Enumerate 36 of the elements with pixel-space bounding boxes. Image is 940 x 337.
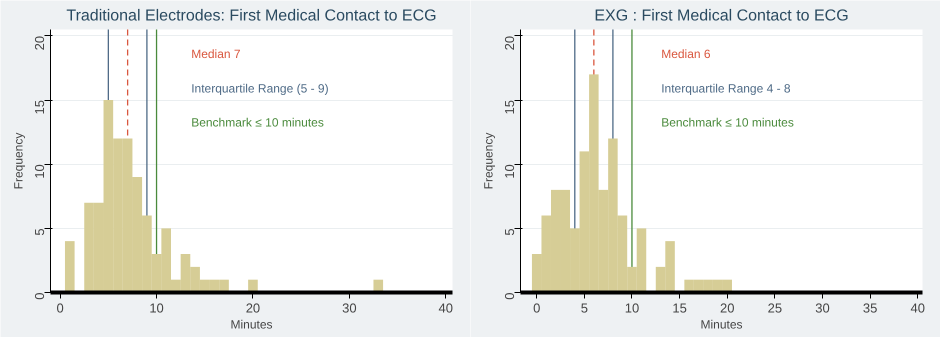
chart-title: Traditional Electrodes: First Medical Contact to ECG (66, 8, 437, 24)
x-tick-label: 20 (720, 300, 734, 316)
y-tick-label: 0 (32, 292, 47, 300)
y-tick-label: 5 (32, 228, 47, 236)
y-axis-title: Frequency (482, 132, 496, 190)
x-tick-label: 10 (624, 300, 640, 316)
annotation: Interquartile Range (5 - 9) (191, 81, 329, 96)
y-tick-label: 20 (502, 36, 517, 50)
y-tick-label: 15 (502, 100, 517, 115)
x-axis-title: Minutes (700, 318, 743, 332)
x-tick-label: 40 (438, 300, 453, 316)
annotation: Median 7 (191, 47, 241, 62)
x-tick-label: 25 (768, 300, 782, 316)
y-axis-title: Frequency (12, 132, 26, 190)
x-tick-label: 15 (672, 300, 687, 316)
x-tick-label: 30 (815, 300, 830, 316)
chart-title: EXG : First Medical Contact to ECG (594, 8, 849, 24)
y-tick-label: 15 (32, 100, 47, 115)
x-tick-label: 30 (342, 300, 357, 316)
x-tick-label: 0 (533, 300, 540, 316)
x-tick-label: 20 (246, 300, 260, 316)
annotation: Interquartile Range 4 - 8 (661, 81, 791, 96)
y-tick-label: 10 (502, 164, 517, 179)
y-tick-label: 0 (502, 292, 517, 300)
annotation: Benchmark ≤ 10 minutes (191, 115, 324, 130)
y-tick-label: 5 (502, 228, 517, 236)
annotation: Median 6 (661, 47, 711, 62)
y-tick-label: 10 (32, 164, 47, 179)
x-tick-label: 35 (862, 300, 878, 316)
x-tick-label: 0 (56, 300, 64, 316)
x-tick-label: 10 (149, 300, 164, 316)
x-axis-title: Minutes (230, 318, 273, 332)
annotation: Benchmark ≤ 10 minutes (661, 115, 794, 130)
x-tick-label: 5 (580, 300, 588, 316)
y-tick-label: 20 (32, 36, 47, 50)
x-tick-label: 40 (910, 300, 925, 316)
